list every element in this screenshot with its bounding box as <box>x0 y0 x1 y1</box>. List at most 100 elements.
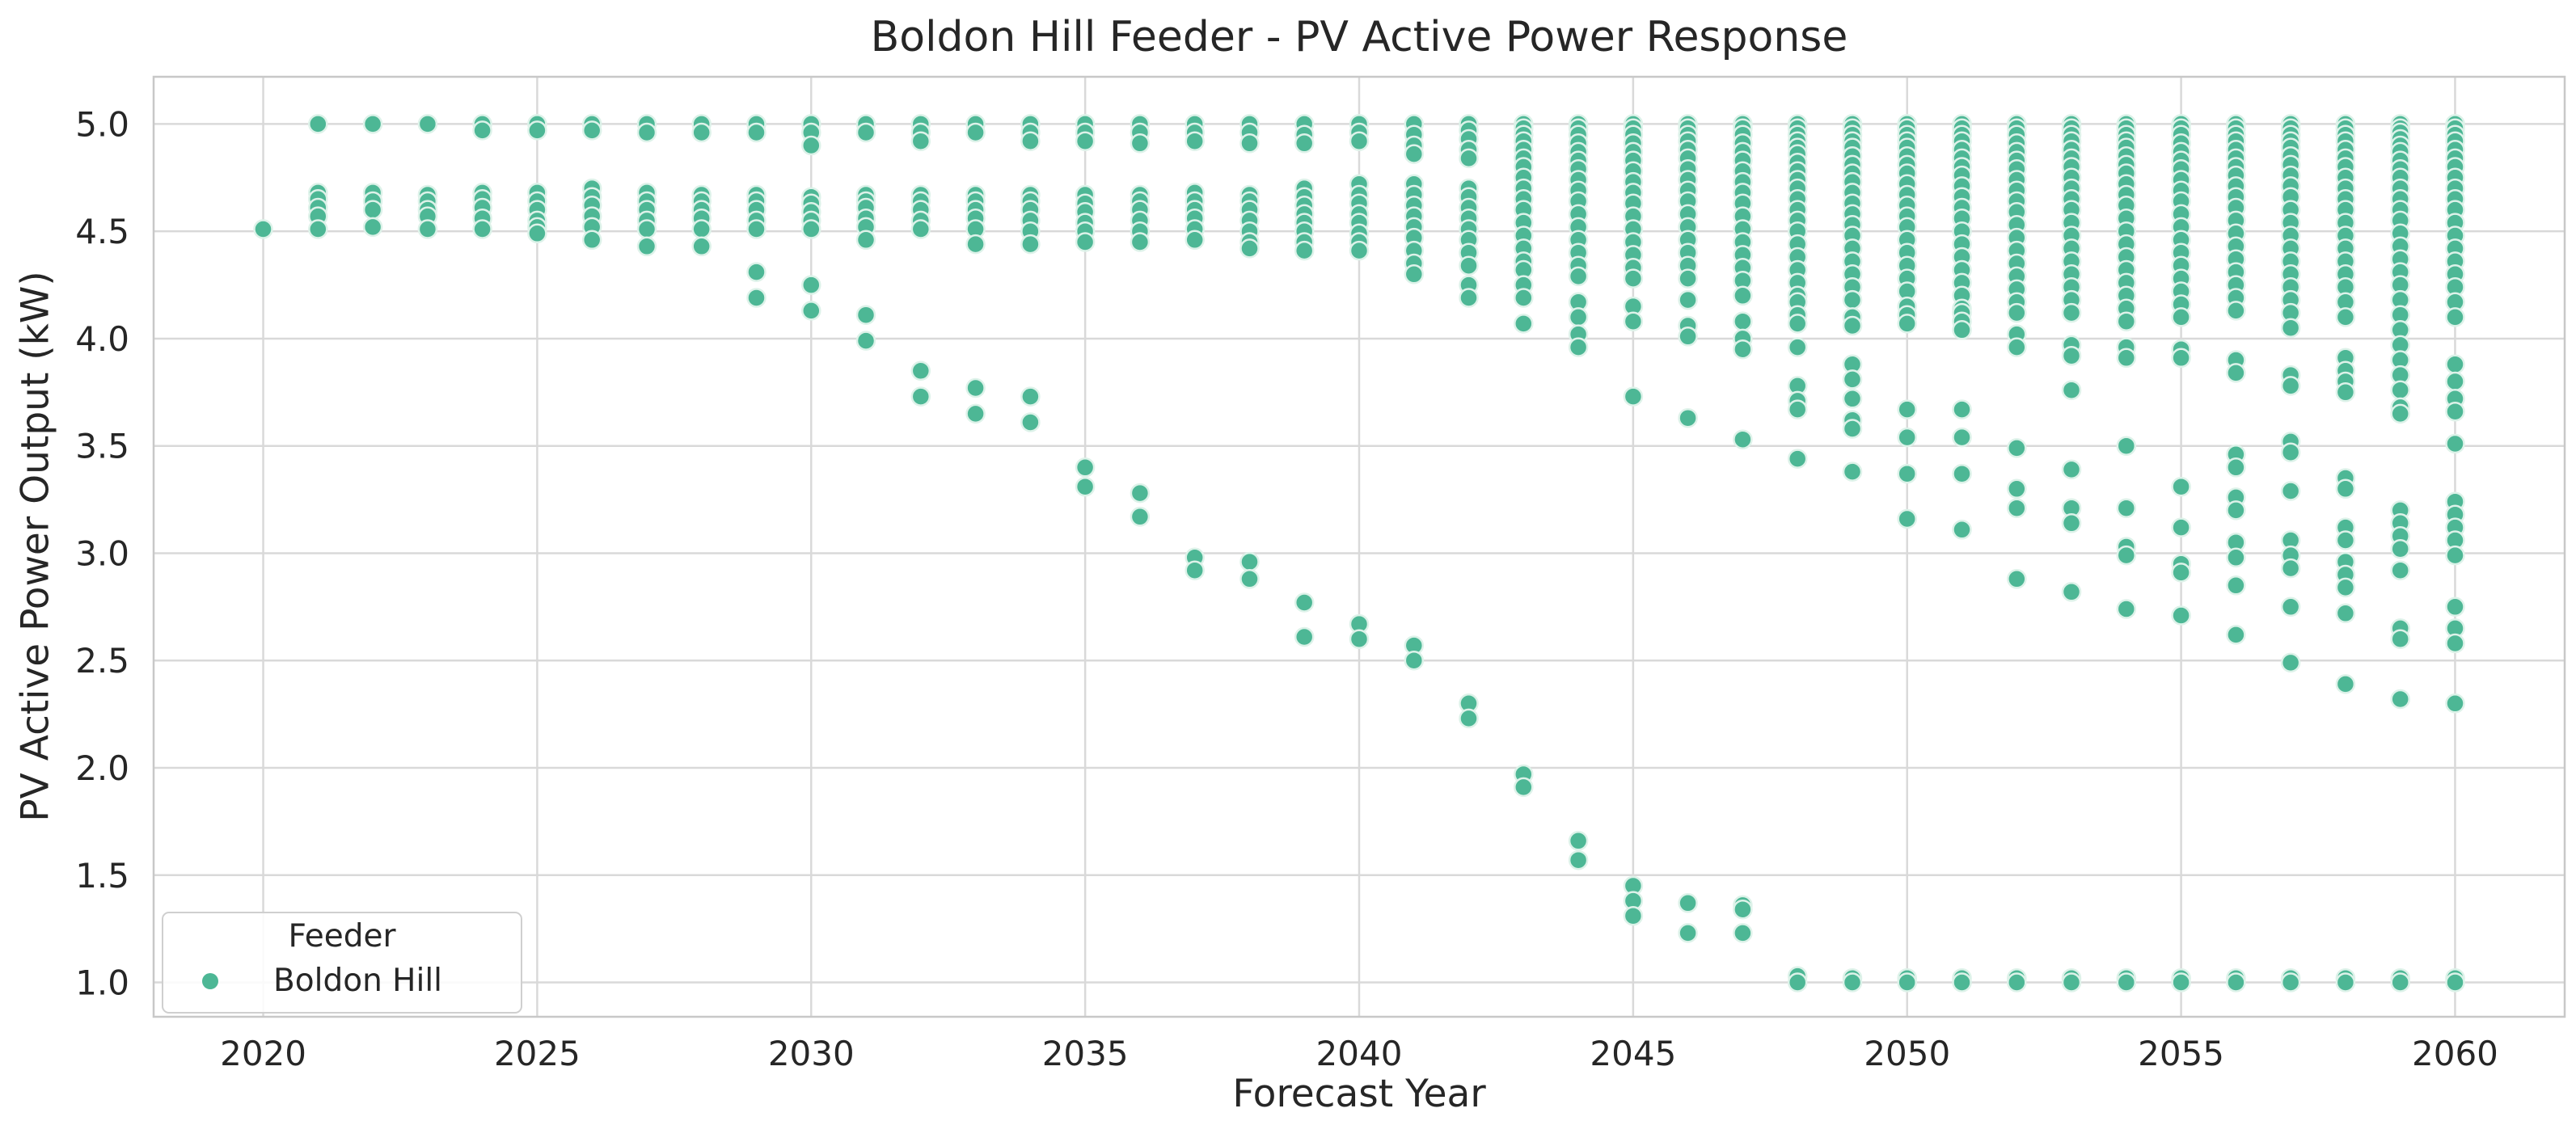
data-point <box>1842 369 1863 390</box>
data-point <box>1568 849 1589 870</box>
data-point <box>2007 972 2027 993</box>
data-point <box>1897 463 1917 484</box>
data-point <box>1459 148 1479 169</box>
data-point <box>2007 478 2027 499</box>
data-point <box>2280 481 2301 501</box>
data-point <box>1239 133 1260 154</box>
data-point <box>2226 972 2246 993</box>
data-point <box>1678 407 1698 428</box>
chart-title: Boldon Hill Feeder - PV Active Power Res… <box>870 13 1848 61</box>
data-point <box>1404 650 1425 671</box>
data-point <box>1459 255 1479 276</box>
data-point <box>2007 438 2027 458</box>
data-point <box>2280 442 2301 462</box>
data-point <box>417 114 438 134</box>
data-point <box>2171 307 2191 327</box>
y-tick-label: 3.0 <box>75 533 129 573</box>
data-point <box>965 122 986 143</box>
data-point <box>2280 558 2301 579</box>
x-tick-label: 2045 <box>1590 1034 1676 1073</box>
data-point <box>1459 288 1479 308</box>
data-point <box>1185 131 1205 151</box>
data-point <box>2171 563 2191 583</box>
data-point <box>1075 232 1096 252</box>
data-point <box>1952 463 1972 484</box>
data-point <box>855 331 876 351</box>
data-point <box>746 122 766 143</box>
x-tick-label: 2035 <box>1042 1034 1129 1073</box>
data-point <box>2116 436 2137 456</box>
data-point <box>2226 575 2246 596</box>
data-point <box>1897 399 1917 419</box>
data-point <box>1404 264 1425 284</box>
data-point <box>2226 301 2246 321</box>
data-point <box>1294 626 1315 647</box>
data-point <box>1568 307 1589 327</box>
data-point <box>2335 478 2356 499</box>
data-point <box>1897 314 1917 334</box>
y-tick-label: 2.0 <box>75 748 129 788</box>
data-point <box>2061 582 2082 602</box>
data-point <box>362 114 383 134</box>
legend-item-label: Boldon Hill <box>273 963 443 999</box>
data-point <box>1349 240 1370 261</box>
data-point <box>855 305 876 325</box>
data-point <box>2116 498 2137 518</box>
data-point <box>1952 399 1972 419</box>
data-point <box>1294 592 1315 613</box>
data-point <box>472 219 492 239</box>
data-point <box>2335 603 2356 624</box>
data-point <box>855 122 876 143</box>
data-point <box>1349 131 1370 151</box>
data-point <box>1842 389 1863 409</box>
data-point <box>2061 380 2082 400</box>
data-point <box>2171 348 2191 369</box>
data-point <box>965 234 986 255</box>
data-point <box>2280 596 2301 617</box>
data-point <box>1185 230 1205 251</box>
legend-item: Boldon Hill <box>163 963 521 999</box>
x-tick-label: 2060 <box>2412 1034 2498 1073</box>
data-point <box>2335 972 2356 993</box>
data-point <box>581 230 602 251</box>
plot-border <box>152 75 2566 1018</box>
data-point <box>1733 339 1753 360</box>
data-point <box>1459 708 1479 729</box>
data-point <box>691 122 712 143</box>
data-point <box>1239 551 1260 572</box>
data-point <box>1623 311 1644 331</box>
data-point <box>1130 507 1151 527</box>
data-point <box>746 288 766 308</box>
data-point <box>2116 972 2137 993</box>
data-point <box>1842 972 1863 993</box>
data-point <box>2061 302 2082 323</box>
data-point <box>855 230 876 251</box>
data-point <box>472 120 492 141</box>
data-point <box>527 120 547 141</box>
data-point <box>1952 427 1972 448</box>
data-point <box>2116 311 2137 331</box>
data-point <box>1678 923 1698 943</box>
data-point <box>2171 972 2191 993</box>
data-point <box>2335 530 2356 550</box>
data-point <box>1678 893 1698 913</box>
data-point <box>636 236 657 257</box>
data-point <box>1239 569 1260 589</box>
data-point <box>2445 371 2465 392</box>
data-point <box>2335 674 2356 694</box>
data-point <box>1568 337 1589 357</box>
data-point <box>910 360 931 381</box>
data-point <box>1897 972 1917 993</box>
data-point <box>636 219 657 239</box>
data-point <box>1952 972 1972 993</box>
data-point <box>1733 429 1753 449</box>
data-point <box>1897 508 1917 529</box>
data-point <box>1842 462 1863 482</box>
data-point <box>1733 923 1753 943</box>
data-point <box>527 223 547 244</box>
data-point <box>2335 382 2356 403</box>
data-point <box>1733 899 1753 920</box>
data-point <box>801 135 821 156</box>
data-point <box>1842 289 1863 310</box>
data-point <box>2390 560 2410 580</box>
